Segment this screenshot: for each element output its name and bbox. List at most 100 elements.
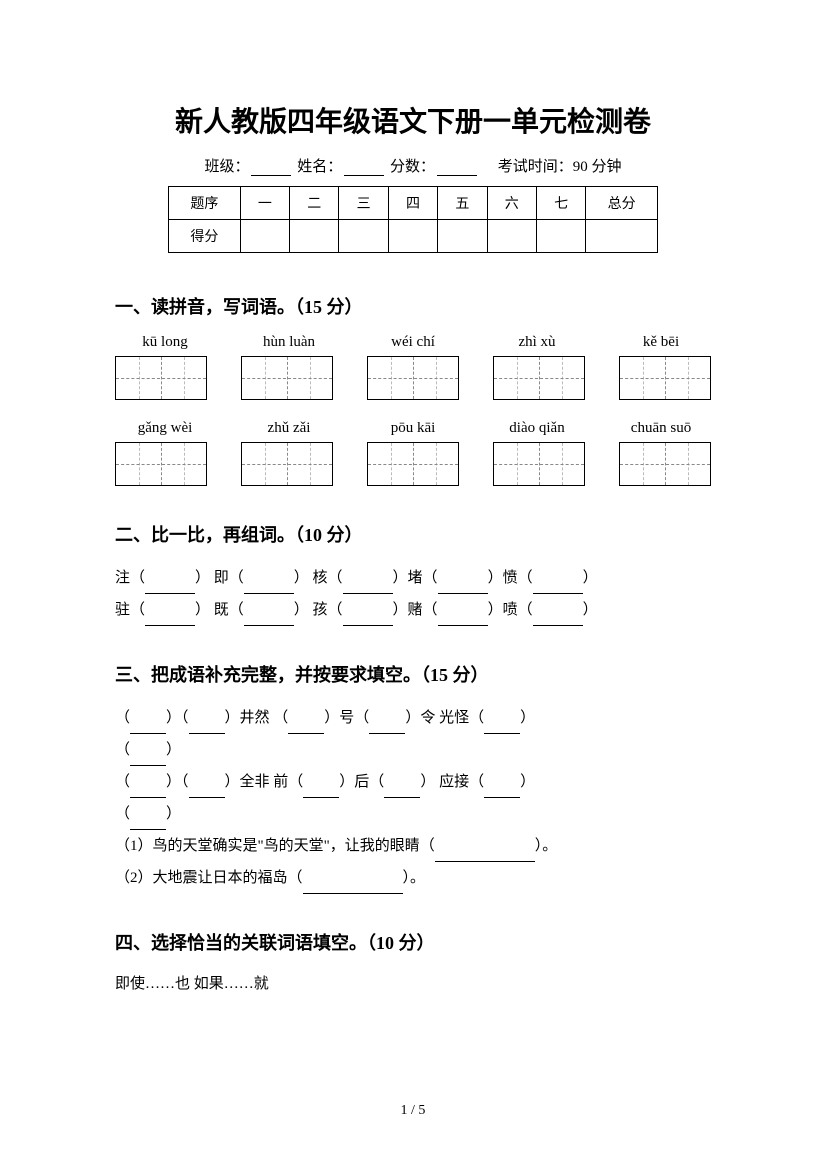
blank[interactable] (130, 750, 166, 766)
pinyin-1-4: zhì xù (487, 334, 587, 351)
t: ）。 (403, 870, 426, 886)
cell-4[interactable] (388, 220, 437, 253)
t: ） (166, 742, 181, 758)
char-box[interactable] (493, 442, 585, 486)
char-box[interactable] (115, 356, 207, 400)
section3-title: 三、把成语补充完整，并按要求填空。（15 分） (115, 661, 711, 687)
blank[interactable] (130, 814, 166, 830)
blank[interactable] (384, 782, 420, 798)
q3-line4: （） (115, 798, 711, 830)
name-blank[interactable] (344, 160, 384, 176)
t: ）井然 （ (225, 710, 289, 726)
time-label: 考试时间：90 分钟 (498, 159, 622, 175)
blank[interactable] (533, 610, 583, 626)
row-label: 得分 (169, 220, 241, 253)
char-box[interactable] (619, 442, 711, 486)
page-number: 1 / 5 (0, 1103, 826, 1119)
blank[interactable] (484, 782, 520, 798)
t: ）喷（ (488, 602, 533, 618)
blank[interactable] (343, 610, 393, 626)
page-title: 新人教版四年级语文下册一单元检测卷 (115, 100, 711, 140)
t: ） 既（ (195, 602, 244, 618)
section4-title: 四、选择恰当的关联词语填空。（10 分） (115, 929, 711, 955)
score-label: 分数： (390, 159, 435, 175)
blank[interactable] (435, 846, 535, 862)
char-box[interactable] (367, 356, 459, 400)
blank[interactable] (343, 578, 393, 594)
box-row-1 (115, 356, 711, 400)
t: ） (520, 774, 535, 790)
score-table: 题序 一 二 三 四 五 六 七 总分 得分 (168, 186, 658, 253)
t: （ (115, 806, 130, 822)
cell-2[interactable] (290, 220, 339, 253)
blank[interactable] (303, 878, 403, 894)
pinyin-1-3: wéi chí (363, 334, 463, 351)
cell-8[interactable] (586, 220, 658, 253)
blank[interactable] (369, 718, 405, 734)
cell-7[interactable] (536, 220, 585, 253)
char-box[interactable] (493, 356, 585, 400)
char-box[interactable] (367, 442, 459, 486)
blank[interactable] (130, 718, 166, 734)
score-blank[interactable] (437, 160, 477, 176)
pinyin-1-2: hùn luàn (239, 334, 339, 351)
pinyin-1-1: kū long (115, 334, 215, 351)
blank[interactable] (438, 578, 488, 594)
cell-6[interactable] (487, 220, 536, 253)
q2-line2: 驻（） 既（） 孩（）赌（）喷（） (115, 594, 711, 626)
th-7: 七 (536, 187, 585, 220)
blank[interactable] (145, 578, 195, 594)
blank[interactable] (130, 782, 166, 798)
pinyin-1-5: kě bēi (611, 334, 711, 351)
t: ）堵（ (393, 570, 438, 586)
blank[interactable] (189, 782, 225, 798)
t: 驻（ (115, 602, 145, 618)
char-box[interactable] (241, 442, 333, 486)
blank[interactable] (244, 610, 294, 626)
name-label: 姓名： (297, 159, 342, 175)
t: ）令 光怪（ (405, 710, 484, 726)
q2-line1: 注（） 即（） 核（）堵（）愤（） (115, 562, 711, 594)
blank[interactable] (438, 610, 488, 626)
t: ）愤（ (488, 570, 533, 586)
blank[interactable] (303, 782, 339, 798)
char-box[interactable] (619, 356, 711, 400)
t: （ (115, 774, 130, 790)
th-5: 五 (438, 187, 487, 220)
t: （ (115, 710, 130, 726)
th-2: 二 (290, 187, 339, 220)
t: ） (520, 710, 535, 726)
t: ） 即（ (195, 570, 244, 586)
th-6: 六 (487, 187, 536, 220)
blank[interactable] (145, 610, 195, 626)
blank[interactable] (244, 578, 294, 594)
cell-3[interactable] (339, 220, 388, 253)
q3-line1: （）（）井然 （）号（）令 光怪（） (115, 702, 711, 734)
t: ）号（ (324, 710, 369, 726)
t: ） (583, 570, 598, 586)
cell-5[interactable] (438, 220, 487, 253)
section2-title: 二、比一比，再组词。（10 分） (115, 521, 711, 547)
class-blank[interactable] (251, 160, 291, 176)
t: ） (583, 602, 598, 618)
t: ） 核（ (294, 570, 343, 586)
blank[interactable] (484, 718, 520, 734)
th-8: 总分 (586, 187, 658, 220)
q4-options: 即使……也 如果……就 (115, 970, 711, 998)
pinyin-row-2: gǎng wèi zhǔ zǎi pōu kāi diào qiǎn chuān… (115, 420, 711, 437)
pinyin-2-1: gǎng wèi (115, 420, 215, 437)
blank[interactable] (288, 718, 324, 734)
class-label: 班级： (204, 159, 249, 175)
blank[interactable] (533, 578, 583, 594)
pinyin-2-3: pōu kāi (363, 420, 463, 437)
cell-1[interactable] (240, 220, 289, 253)
blank[interactable] (189, 718, 225, 734)
char-box[interactable] (115, 442, 207, 486)
t: （ (115, 742, 130, 758)
pinyin-row-1: kū long hùn luàn wéi chí zhì xù kě bēi (115, 334, 711, 351)
char-box[interactable] (241, 356, 333, 400)
pinyin-2-2: zhǔ zǎi (239, 420, 339, 437)
pinyin-2-4: diào qiǎn (487, 420, 587, 437)
t: ）。 (535, 838, 558, 854)
box-row-2 (115, 442, 711, 486)
